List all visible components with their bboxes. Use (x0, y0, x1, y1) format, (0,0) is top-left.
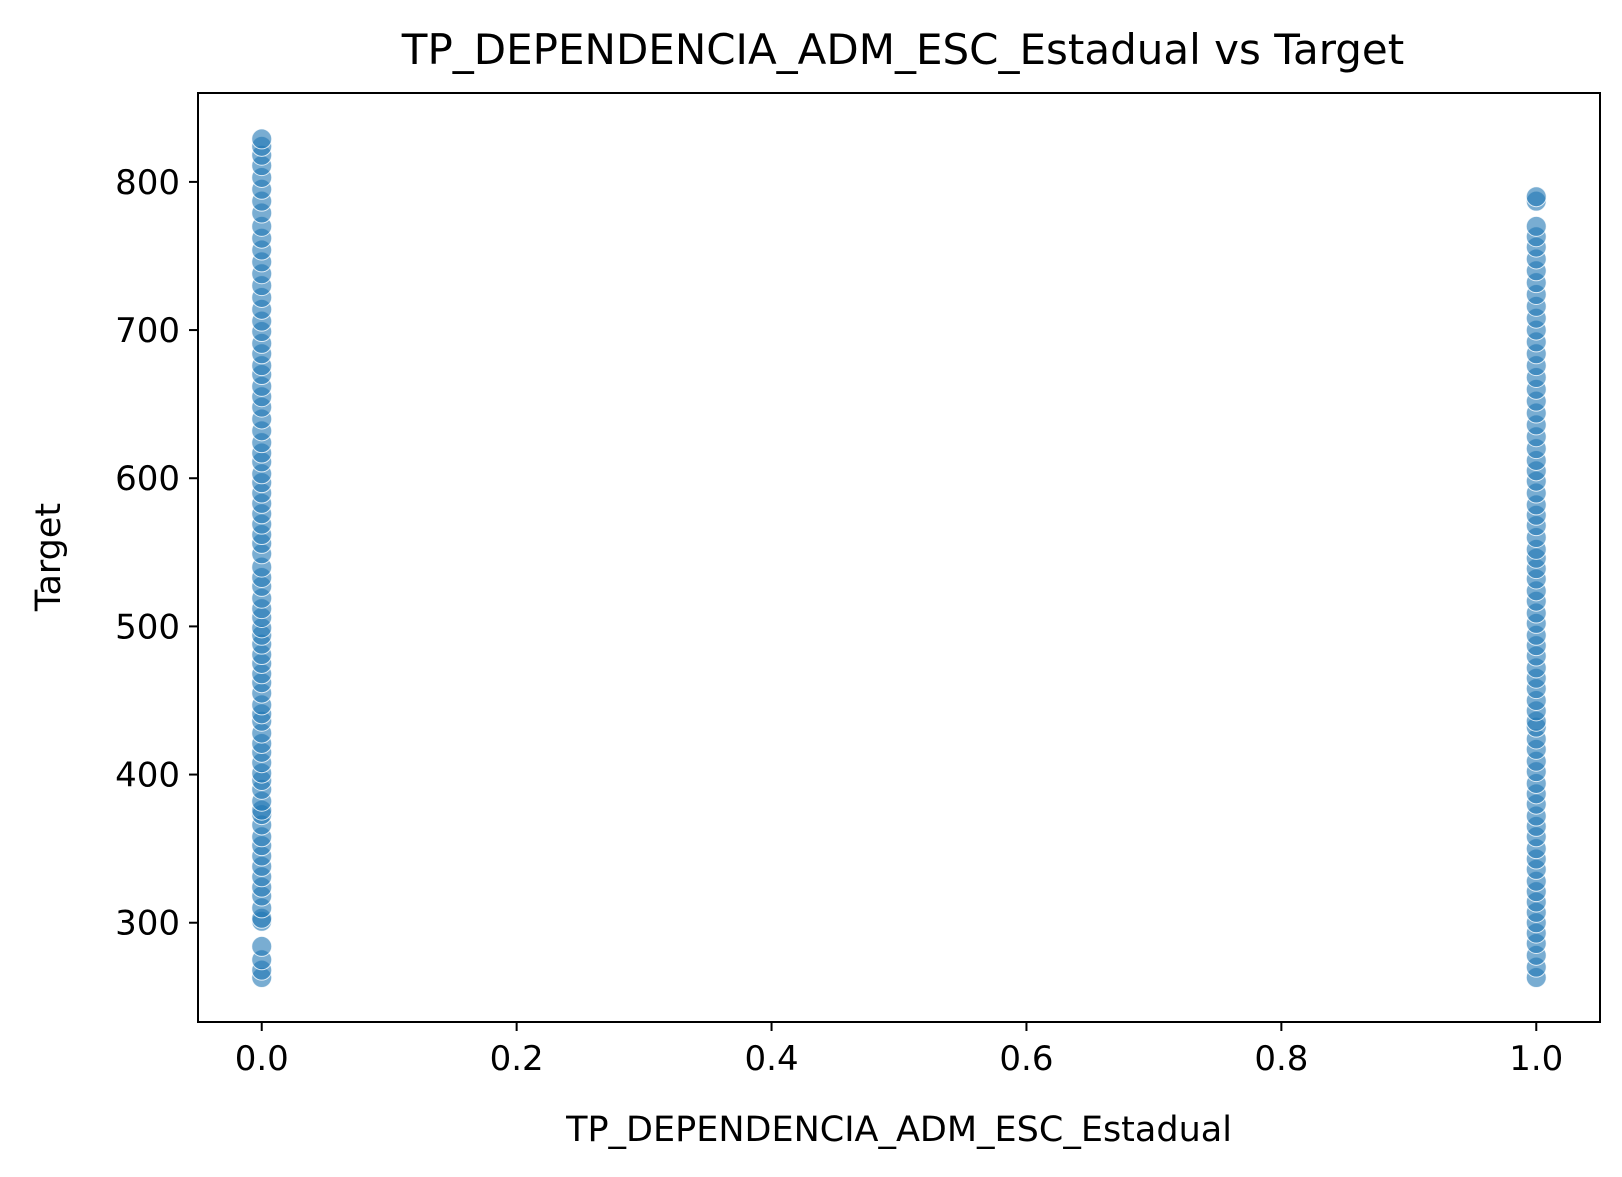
y-tick-label: 700 (115, 311, 180, 351)
scatter-point (1525, 186, 1547, 208)
x-axis-label: TP_DEPENDENCIA_ADM_ESC_Estadual (565, 1110, 1232, 1150)
scatter-point (251, 128, 273, 150)
chart-title: TP_DEPENDENCIA_ADM_ESC_Estadual vs Targe… (401, 25, 1404, 74)
scatter-point (1525, 215, 1547, 237)
x-axis-ticks: 0.0 0.2 0.4 0.6 0.8 1.0 (235, 1022, 1563, 1079)
y-tick-label: 800 (115, 163, 180, 203)
x-tick-label: 0.6 (999, 1039, 1053, 1079)
y-axis-label: Target (29, 503, 69, 612)
x-tick-label: 0.8 (1254, 1039, 1308, 1079)
y-tick-label: 300 (115, 904, 180, 944)
scatter-point (251, 935, 273, 957)
x-tick-label: 0.0 (235, 1039, 289, 1079)
x-tick-label: 0.4 (745, 1039, 799, 1079)
y-tick-label: 500 (115, 607, 180, 647)
y-axis-ticks: 300 400 500 600 700 800 (115, 163, 198, 944)
plot-area-frame (197, 92, 1601, 1023)
y-tick-label: 400 (115, 756, 180, 796)
x-tick-label: 1.0 (1509, 1039, 1563, 1079)
data-points (251, 128, 1547, 989)
y-tick-label: 600 (115, 459, 180, 499)
x-tick-label: 0.2 (490, 1039, 544, 1079)
